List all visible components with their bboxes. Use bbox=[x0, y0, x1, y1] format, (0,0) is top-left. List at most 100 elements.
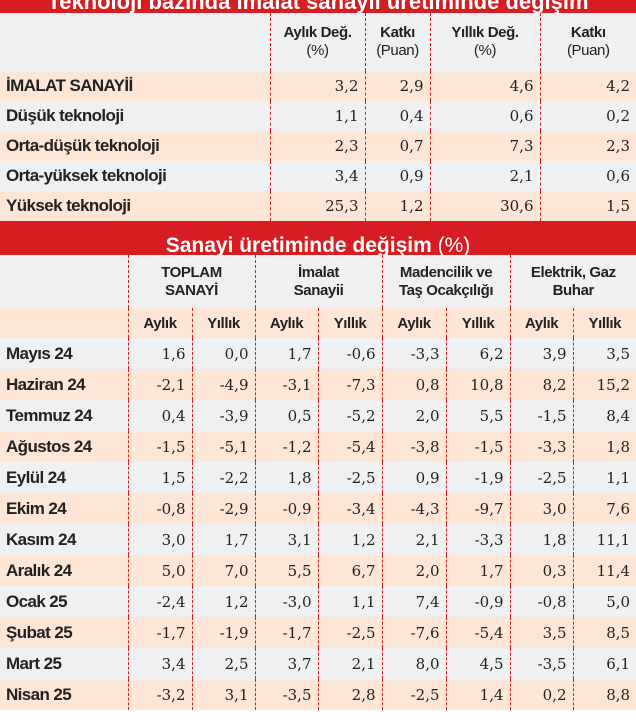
cell-value: 1,8 bbox=[254, 462, 318, 493]
row-label: Mayıs 24 bbox=[6, 343, 73, 363]
cell-value: 2,1 bbox=[317, 648, 383, 679]
header-unit: (%) bbox=[473, 42, 497, 59]
table-row: Eylül 24 1,5 -2,2 1,8 -2,5 0,9 -1,9 -2,5 1,1 bbox=[0, 462, 636, 493]
cell-value: -3,3 bbox=[509, 431, 574, 462]
cell-value: 3,0 bbox=[127, 524, 192, 555]
cell-value: 1,7 bbox=[445, 555, 511, 586]
cell-value: 11,1 bbox=[572, 524, 636, 555]
cell-value: 2,1 bbox=[381, 524, 447, 555]
cell-value: 6,1 bbox=[572, 648, 636, 679]
cell-value: 1,1 bbox=[317, 586, 383, 617]
cell-value: -1,5 bbox=[509, 400, 574, 431]
header-unit: (Puan) bbox=[376, 42, 419, 59]
table-row: Aralık 24 5,0 7,0 5,5 6,7 2,0 1,7 0,3 11,4 bbox=[0, 555, 636, 586]
cell-value: 3,5 bbox=[572, 338, 636, 369]
cell-value: 0,6 bbox=[429, 101, 540, 131]
cell-value: 5,0 bbox=[127, 555, 192, 586]
group-line: Buhar bbox=[552, 281, 595, 299]
industry-table: TOPLAM SANAYİ İmalat Sanayii Madencilik ve… bbox=[0, 255, 636, 710]
sub-header-aylik: Aylık bbox=[509, 308, 574, 338]
cell-value: 1,5 bbox=[539, 191, 636, 221]
table-row: Haziran 24 -2,1 -4,9 -3,1 -7,3 0,8 10,8 8,2 15,2 bbox=[0, 369, 636, 400]
group-line: Elektrik, Gaz bbox=[530, 263, 616, 281]
group-line: İmalat bbox=[298, 263, 339, 281]
cell-value: 8,8 bbox=[572, 679, 636, 710]
cell-value: 8,5 bbox=[572, 617, 636, 648]
cell-value: 1,7 bbox=[254, 338, 318, 369]
header-main: Yıllık Değ. bbox=[451, 24, 519, 41]
table-row: Şubat 25 -1,7 -1,9 -1,7 -2,5 -7,6 -5,4 3,5 8,5 bbox=[0, 617, 636, 648]
cell-value: 8,0 bbox=[381, 648, 447, 679]
cell-value: 3,0 bbox=[509, 493, 574, 524]
tech-table-title: Teknoloji bazında imalat sanayii üretimi… bbox=[0, 0, 636, 13]
cell-value: 0,4 bbox=[364, 101, 430, 131]
cell-value: 0,9 bbox=[381, 462, 447, 493]
cell-value: -3,1 bbox=[254, 369, 318, 400]
header-col: Aylık Değ. (%) bbox=[269, 13, 365, 71]
cell-value: -1,9 bbox=[191, 617, 255, 648]
cell-value: -2,5 bbox=[317, 617, 383, 648]
header-empty bbox=[0, 13, 270, 71]
tech-table-title-text: Teknoloji bazında imalat sanayii üretimi… bbox=[47, 0, 589, 13]
cell-value: 3,9 bbox=[509, 338, 574, 369]
cell-value: -5,4 bbox=[317, 431, 383, 462]
group-header: TOPLAM SANAYİ İmalat Sanayii Madencilik ve… bbox=[0, 255, 636, 308]
cell-value: 0,4 bbox=[127, 400, 192, 431]
row-label: Kasım 24 bbox=[6, 529, 76, 549]
cell-value: 5,5 bbox=[445, 400, 511, 431]
cell-value: 8,4 bbox=[572, 400, 636, 431]
cell-value: -0,8 bbox=[509, 586, 574, 617]
table-row: Yüksek teknoloji 25,3 1,2 30,6 1,5 bbox=[0, 191, 636, 221]
table-row: Orta-düşük teknoloji 2,3 0,7 7,3 2,3 bbox=[0, 131, 636, 161]
cell-value: 1,1 bbox=[269, 101, 365, 131]
table-row: Kasım 24 3,0 1,7 3,1 1,2 2,1 -3,3 1,8 11,1 bbox=[0, 524, 636, 555]
cell-value: -4,9 bbox=[191, 369, 255, 400]
row-label: Mart 25 bbox=[6, 653, 62, 673]
cell-value: -1,7 bbox=[127, 617, 192, 648]
header-col: Katkı (Puan) bbox=[539, 13, 636, 71]
cell-value: 1,8 bbox=[509, 524, 574, 555]
sub-header-aylik: Aylık bbox=[127, 308, 192, 338]
group-elektrik: Elektrik, Gaz Buhar bbox=[509, 255, 636, 308]
industry-title-unit: (%) bbox=[437, 234, 471, 255]
header-unit: (%) bbox=[306, 42, 329, 59]
cell-value: -2,9 bbox=[191, 493, 255, 524]
sub-header-yillik: Yıllık bbox=[572, 308, 636, 338]
cell-value: -2,5 bbox=[509, 462, 574, 493]
table-row: Nisan 25 -3,2 3,1 -3,5 2,8 -2,5 1,4 0,2 8,8 bbox=[0, 679, 636, 710]
sub-header-yillik: Yıllık bbox=[445, 308, 511, 338]
header-unit: (Puan) bbox=[566, 42, 610, 59]
cell-value: -3,4 bbox=[317, 493, 383, 524]
cell-value: 0,8 bbox=[381, 369, 447, 400]
table-row: Düşük teknoloji 1,1 0,4 0,6 0,2 bbox=[0, 101, 636, 131]
cell-value: -5,4 bbox=[445, 617, 511, 648]
cell-value: -1,5 bbox=[445, 431, 511, 462]
cell-value: 30,6 bbox=[429, 191, 540, 221]
cell-value: 3,2 bbox=[269, 71, 365, 101]
row-label: Şubat 25 bbox=[6, 622, 73, 642]
row-label: Ekim 24 bbox=[6, 498, 67, 518]
cell-value: -2,2 bbox=[191, 462, 255, 493]
cell-value: -1,7 bbox=[254, 617, 318, 648]
group-line: SANAYİ bbox=[165, 281, 218, 299]
cell-value: -3,8 bbox=[381, 431, 447, 462]
cell-value: 1,2 bbox=[364, 191, 430, 221]
cell-value: -0,9 bbox=[445, 586, 511, 617]
cell-value: 3,1 bbox=[191, 679, 255, 710]
header-main: Aylık Değ. bbox=[283, 24, 352, 41]
cell-value: -3,0 bbox=[254, 586, 318, 617]
header-empty bbox=[0, 255, 128, 308]
tech-table: Aylık Değ. (%) Katkı (Puan) Yıllık Değ. (%)… bbox=[0, 13, 636, 221]
cell-value: 4,6 bbox=[429, 71, 540, 101]
cell-value: 5,5 bbox=[254, 555, 318, 586]
cell-value: 3,1 bbox=[254, 524, 318, 555]
cell-value: -0,9 bbox=[254, 493, 318, 524]
cell-value: 6,7 bbox=[317, 555, 383, 586]
header-main: Katkı bbox=[380, 24, 415, 41]
cell-value: -4,3 bbox=[381, 493, 447, 524]
cell-value: 0,2 bbox=[509, 679, 574, 710]
cell-value: 2,1 bbox=[429, 161, 540, 191]
industry-table-title: Sanayi üretiminde değişim (%) bbox=[0, 221, 636, 255]
group-line: Madencilik ve bbox=[399, 263, 493, 281]
cell-value: 3,5 bbox=[509, 617, 574, 648]
